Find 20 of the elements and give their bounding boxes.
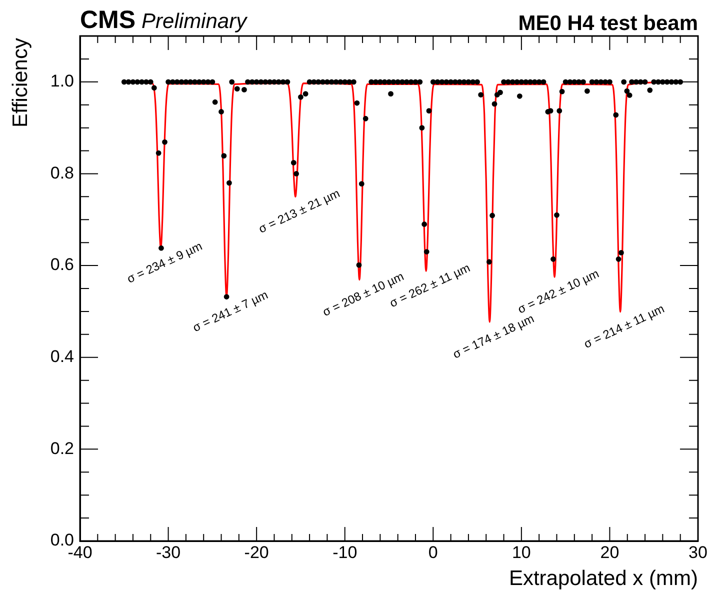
x-tick-label: 0 — [428, 542, 438, 562]
text: ME0 H4 test beam — [518, 12, 698, 35]
y-axis-title: Efficiency — [9, 38, 32, 128]
annotation: σ = 241 ± 7 µm — [190, 288, 270, 335]
y-tick-label: 0.8 — [50, 163, 74, 182]
y-tick-label: 1.0 — [50, 72, 74, 91]
x-axis-title: Extrapolated x (mm) — [508, 567, 698, 590]
x-tick-label: 20 — [600, 542, 620, 562]
x-tick-label: 30 — [688, 542, 708, 562]
chart-subtitle: Preliminary — [142, 10, 248, 33]
annotation: σ = 234 ± 9 µm — [124, 238, 204, 286]
y-tick-label: 0.6 — [50, 255, 74, 274]
x-tick-label: -20 — [244, 542, 269, 562]
annotation: σ = 213 ± 21 µm — [256, 186, 342, 236]
y-tick-label: 0.2 — [50, 438, 74, 458]
y-tick-label: 0.4 — [50, 347, 74, 366]
x-tick-label: -10 — [332, 542, 358, 562]
x-tick-label: -30 — [156, 542, 181, 562]
chart-title: CMS — [80, 6, 136, 34]
x-tick-label: 10 — [512, 542, 531, 562]
